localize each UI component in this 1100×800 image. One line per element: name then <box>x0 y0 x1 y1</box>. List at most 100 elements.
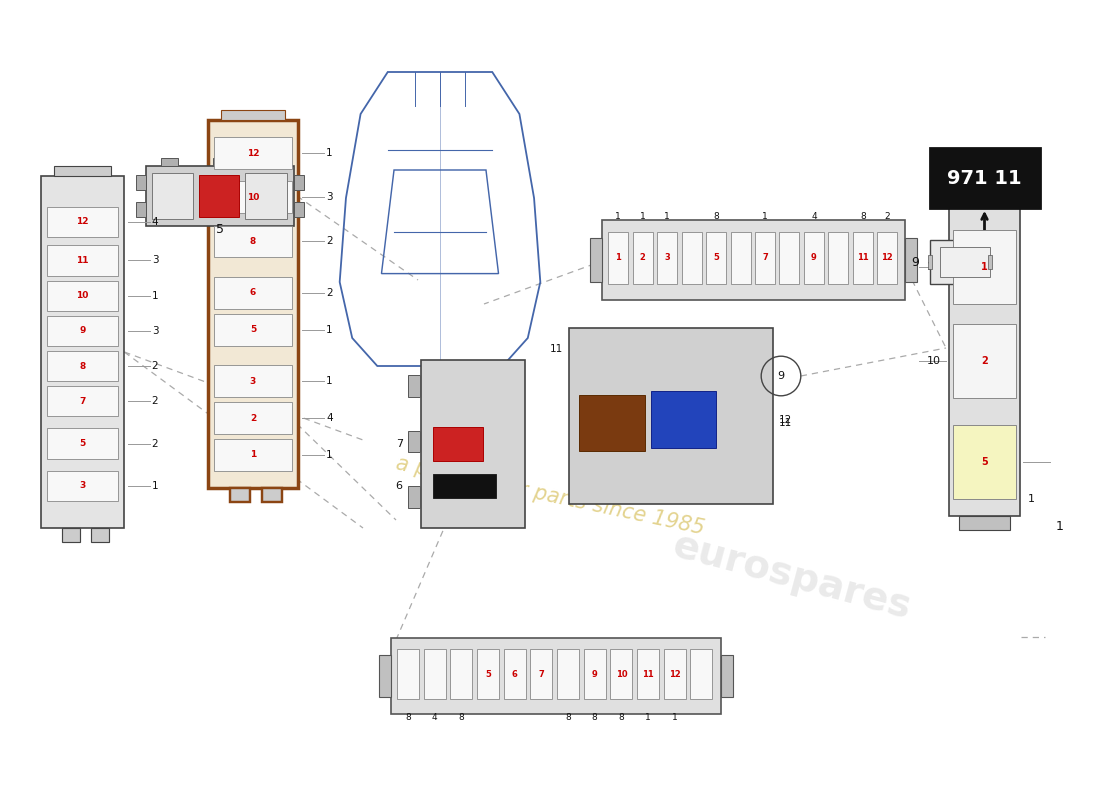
Text: 11: 11 <box>550 344 563 354</box>
Text: 3: 3 <box>326 192 332 202</box>
Bar <box>988 255 992 269</box>
Text: 1: 1 <box>672 713 678 722</box>
Bar <box>682 232 702 284</box>
Text: 5: 5 <box>216 223 224 236</box>
Bar <box>663 650 685 699</box>
Bar <box>591 238 603 282</box>
Bar <box>755 232 775 284</box>
Bar <box>603 220 905 300</box>
Text: 2: 2 <box>152 396 158 406</box>
Bar <box>651 391 716 448</box>
Text: 3: 3 <box>152 326 158 336</box>
Text: 2: 2 <box>326 288 332 298</box>
Text: 7: 7 <box>396 439 403 449</box>
Bar <box>295 175 305 190</box>
Text: 1: 1 <box>1055 519 1063 533</box>
Bar <box>940 246 990 278</box>
Bar <box>231 488 251 502</box>
Bar <box>378 655 390 698</box>
Text: 3: 3 <box>152 255 158 266</box>
Bar <box>408 375 420 397</box>
Text: 1: 1 <box>640 212 646 221</box>
Bar <box>780 232 800 284</box>
Text: 1: 1 <box>646 713 651 722</box>
Text: 9: 9 <box>592 670 597 678</box>
Text: 8: 8 <box>592 713 597 722</box>
Bar <box>927 255 932 269</box>
Bar <box>214 138 292 169</box>
Bar <box>504 650 526 699</box>
Text: 10: 10 <box>616 670 627 678</box>
Bar <box>295 202 305 217</box>
Text: 1: 1 <box>981 262 988 272</box>
Text: 11: 11 <box>779 418 792 428</box>
Text: 8: 8 <box>565 713 571 722</box>
Text: 11: 11 <box>76 256 89 265</box>
Bar <box>214 277 292 309</box>
Text: 1: 1 <box>615 254 622 262</box>
Text: 2: 2 <box>326 237 332 246</box>
Text: 11: 11 <box>642 670 653 678</box>
Text: 12: 12 <box>76 218 89 226</box>
Bar <box>161 158 178 166</box>
Bar <box>214 439 292 470</box>
Text: eurospares: eurospares <box>669 526 915 626</box>
Bar <box>152 173 194 218</box>
Text: 1: 1 <box>152 290 158 301</box>
Text: 8: 8 <box>459 713 464 722</box>
Text: 5: 5 <box>79 439 86 448</box>
Bar <box>691 650 713 699</box>
Text: 1: 1 <box>326 376 332 386</box>
Text: 7: 7 <box>539 670 544 678</box>
Text: 2: 2 <box>152 438 158 449</box>
Text: 6: 6 <box>396 481 403 491</box>
Text: 1: 1 <box>250 450 256 459</box>
Text: 12: 12 <box>246 149 260 158</box>
Text: 2: 2 <box>152 361 158 371</box>
Bar <box>450 650 472 699</box>
Bar <box>953 230 1016 304</box>
Text: 2: 2 <box>250 414 256 422</box>
Bar <box>610 650 632 699</box>
Text: 8: 8 <box>405 713 411 722</box>
Bar <box>47 246 118 276</box>
Text: 2: 2 <box>640 254 646 262</box>
Text: 8: 8 <box>860 212 866 221</box>
Text: 4: 4 <box>432 713 438 722</box>
Text: 3: 3 <box>664 254 670 262</box>
Bar <box>214 366 292 397</box>
Bar <box>257 158 275 166</box>
Bar <box>948 180 1021 516</box>
Bar <box>930 148 1040 208</box>
Text: 6: 6 <box>512 670 518 678</box>
Text: 1: 1 <box>152 481 158 490</box>
Text: 9: 9 <box>912 255 920 269</box>
Text: 9: 9 <box>79 326 86 335</box>
Bar <box>433 427 484 461</box>
Text: 4: 4 <box>326 413 332 423</box>
Text: 5: 5 <box>485 670 491 678</box>
Bar <box>877 232 898 284</box>
Bar <box>397 650 419 699</box>
Bar <box>262 488 282 502</box>
Bar <box>953 325 1016 398</box>
Bar <box>212 158 230 166</box>
Bar <box>804 232 824 284</box>
Text: 8: 8 <box>250 237 256 246</box>
Text: 10: 10 <box>76 291 89 300</box>
Bar <box>852 232 872 284</box>
Bar <box>47 281 118 311</box>
Bar <box>706 232 726 284</box>
Bar <box>214 182 292 213</box>
Bar <box>657 232 678 284</box>
Text: 1: 1 <box>1028 494 1035 504</box>
Text: 8: 8 <box>713 212 719 221</box>
Text: 10: 10 <box>246 193 260 202</box>
Text: 2: 2 <box>981 357 988 366</box>
Text: 12: 12 <box>881 254 893 262</box>
Bar <box>424 650 446 699</box>
Bar <box>930 240 1001 284</box>
Bar <box>637 650 659 699</box>
Text: 10: 10 <box>926 262 940 272</box>
Bar <box>62 528 80 542</box>
